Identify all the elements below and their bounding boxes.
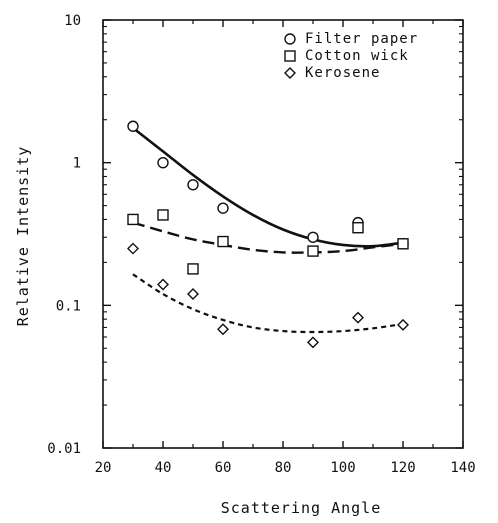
data-points: [127, 120, 409, 349]
legend-marker-circle: [284, 33, 296, 45]
fit-line-circle: [132, 126, 404, 248]
diamond-data-point: [157, 278, 169, 291]
circle-data-point: [187, 179, 199, 191]
square-data-point: [157, 209, 169, 221]
x-tick-label: 120: [390, 460, 415, 476]
diamond-data-point: [352, 311, 364, 324]
fit-line-diamond: [132, 273, 404, 334]
x-axis-ticks: 20 40 60 80 100 120 140: [95, 20, 476, 476]
y-axis-ticks: 0.01 0.1 1 10: [47, 13, 463, 457]
x-tick-label: 40: [155, 460, 172, 476]
square-data-point: [352, 222, 364, 234]
x-tick-label: 60: [215, 460, 232, 476]
fit-line-square: [132, 221, 404, 254]
diamond-data-point: [307, 336, 319, 349]
square-data-point: [307, 245, 319, 257]
y-tick-label: 1: [73, 156, 81, 172]
square-data-point: [127, 213, 139, 226]
diamond-data-point: [127, 242, 139, 255]
x-tick-label: 80: [275, 460, 292, 476]
circle-data-point: [307, 231, 319, 243]
diamond-data-point: [397, 318, 409, 331]
circle-data-point: [217, 202, 229, 214]
square-data-point: [187, 263, 199, 275]
square-data-point: [217, 235, 229, 248]
legend-marker-square: [284, 50, 296, 62]
legend-label: Filter paper: [305, 31, 418, 47]
legend-label: Cotton wick: [305, 48, 409, 64]
y-tick-label: 10: [64, 13, 81, 29]
fit-lines: [132, 126, 404, 334]
plot-frame: [102, 19, 464, 449]
plot-border: [102, 19, 464, 449]
y-tick-label: 0.1: [56, 298, 81, 314]
legend-marker-diamond: [284, 67, 296, 79]
square-data-point: [397, 238, 409, 250]
circle-data-point: [127, 120, 139, 132]
y-tick-label: 0.01: [47, 441, 81, 457]
x-tick-label: 20: [95, 460, 112, 476]
circle-data-point: [157, 156, 169, 169]
diamond-data-point: [217, 323, 229, 336]
x-tick-label: 100: [330, 460, 355, 476]
x-axis-label: Scattering Angle: [221, 499, 382, 517]
legend-label: Kerosene: [305, 65, 380, 81]
y-axis-label: Relative Intensity: [14, 146, 32, 327]
x-tick-label: 140: [450, 460, 475, 476]
diamond-data-point: [187, 288, 199, 301]
